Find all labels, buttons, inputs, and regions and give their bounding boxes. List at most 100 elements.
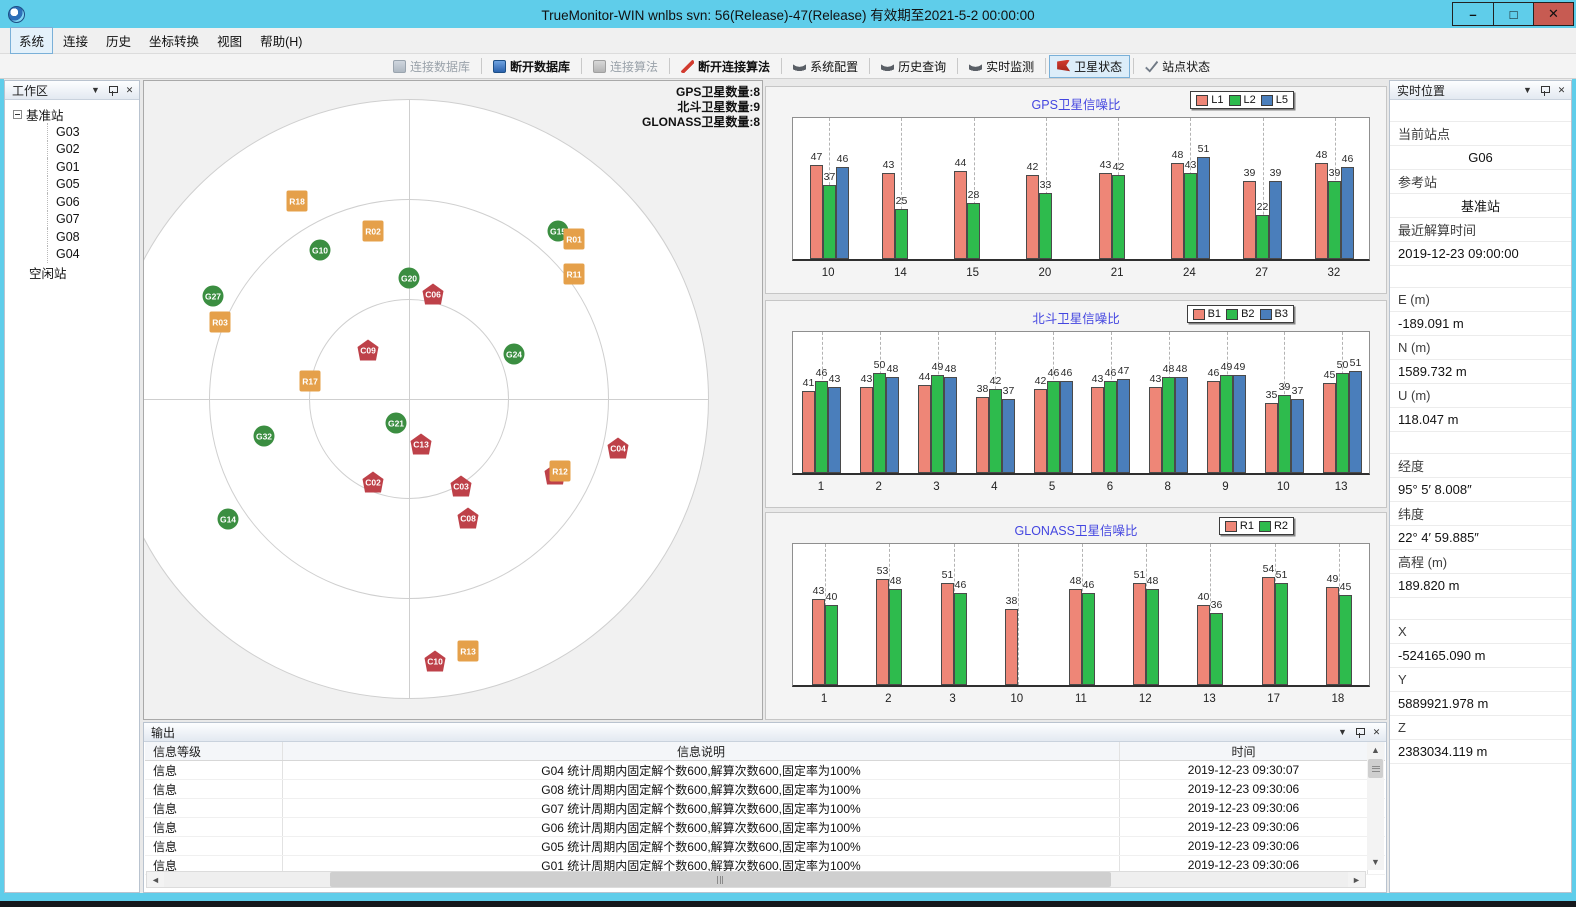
satellite-marker-c02[interactable]: C02 — [362, 471, 384, 493]
satellite-marker-r02[interactable]: R02 — [362, 220, 384, 242]
bar-B2-2[interactable] — [873, 373, 886, 473]
toolbar-button-9[interactable]: 站点状态 — [1137, 55, 1218, 78]
bar-R1-2[interactable] — [876, 579, 889, 685]
tree-node-base-stations[interactable]: 基准站 — [13, 105, 135, 123]
tree-node-g04[interactable]: G04 — [13, 245, 135, 263]
bar-B1-2[interactable] — [860, 387, 873, 473]
menu-item-6[interactable]: 帮助(H) — [260, 35, 303, 49]
toolbar-button-8[interactable]: 卫星状态 — [1049, 54, 1131, 78]
menu-item-4[interactable]: 坐标转换 — [149, 35, 200, 49]
bar-B3-6[interactable] — [1117, 379, 1130, 473]
bar-L2-15[interactable] — [967, 203, 980, 259]
bar-B2-6[interactable] — [1104, 381, 1117, 473]
output-column-header-0[interactable]: 信息等级 — [145, 742, 283, 760]
tree-node-g02[interactable]: G02 — [13, 140, 135, 158]
tree-node-g06[interactable]: G06 — [13, 193, 135, 211]
scroll-right-icon[interactable]: ► — [1348, 872, 1365, 887]
chevron-down-icon[interactable]: ▼ — [1338, 727, 1347, 737]
bar-L2-14[interactable] — [895, 209, 908, 259]
satellite-marker-r11[interactable]: R11 — [563, 263, 585, 285]
toolbar-button-5[interactable]: 系统配置 — [785, 55, 866, 78]
toolbar-button-7[interactable]: 实时监测 — [961, 55, 1042, 78]
vertical-scroll-thumb[interactable] — [1368, 759, 1383, 778]
scroll-left-icon[interactable]: ◄ — [147, 872, 164, 887]
bar-B3-8[interactable] — [1175, 377, 1188, 473]
close-icon[interactable]: ✕ — [1557, 84, 1566, 95]
bar-R1-10[interactable] — [1005, 609, 1018, 685]
bar-B3-9[interactable] — [1233, 375, 1246, 473]
menu-item-3[interactable]: 历史 — [106, 35, 132, 49]
bar-R1-3[interactable] — [941, 583, 954, 685]
satellite-marker-g27[interactable]: G27 — [202, 285, 224, 307]
bar-L2-24[interactable] — [1184, 173, 1197, 259]
bar-B2-9[interactable] — [1220, 375, 1233, 473]
satellite-marker-g14[interactable]: G14 — [217, 508, 239, 530]
bar-L2-10[interactable] — [823, 185, 836, 259]
vertical-scrollbar[interactable]: ▲ ▼ — [1367, 742, 1384, 870]
close-button[interactable]: ✕ — [1533, 3, 1573, 25]
bar-R1-13[interactable] — [1197, 605, 1210, 685]
bar-L1-27[interactable] — [1243, 181, 1256, 259]
output-row-3[interactable]: 信息 G07 统计周期内固定解个数600,解算次数600,固定率为100% 2019… — [145, 799, 1385, 818]
bar-L1-10[interactable] — [810, 165, 823, 259]
chevron-down-icon[interactable]: ▼ — [91, 85, 100, 95]
tree-node-g03[interactable]: G03 — [13, 123, 135, 141]
toolbar-button-1[interactable]: 连接数据库 — [385, 55, 478, 78]
satellite-marker-c04[interactable]: C04 — [607, 437, 629, 459]
satellite-marker-g24[interactable]: G24 — [503, 343, 525, 365]
bar-B2-4[interactable] — [989, 389, 1002, 473]
bar-B3-4[interactable] — [1002, 399, 1015, 473]
bar-B1-9[interactable] — [1207, 381, 1220, 473]
toolbar-button-3[interactable]: 连接算法 — [585, 55, 666, 78]
tree-node-g08[interactable]: G08 — [13, 228, 135, 246]
satellite-marker-c10[interactable]: C10 — [424, 650, 446, 672]
bar-B1-6[interactable] — [1091, 387, 1104, 473]
menu-item-2[interactable]: 连接 — [63, 35, 89, 49]
output-row-4[interactable]: 信息 G06 统计周期内固定解个数600,解算次数600,固定率为100% 2019… — [145, 818, 1385, 837]
maximize-button[interactable]: □ — [1493, 3, 1533, 25]
bar-L5-32[interactable] — [1341, 167, 1354, 259]
satellite-marker-r03[interactable]: R03 — [209, 311, 231, 333]
bar-L2-20[interactable] — [1039, 193, 1052, 259]
bar-B2-3[interactable] — [931, 375, 944, 473]
toolbar-button-2[interactable]: 断开数据库 — [485, 55, 578, 78]
scroll-up-icon[interactable]: ▲ — [1367, 742, 1384, 758]
bar-B1-5[interactable] — [1034, 389, 1047, 473]
satellite-marker-g15[interactable]: G15 — [547, 220, 569, 242]
bar-R1-12[interactable] — [1133, 583, 1146, 685]
bar-R2-3[interactable] — [954, 593, 967, 685]
tree-node-g01[interactable]: G01 — [13, 158, 135, 176]
toolbar-button-6[interactable]: 历史查询 — [873, 55, 954, 78]
satellite-marker-c08[interactable]: C08 — [457, 507, 479, 529]
bar-R1-17[interactable] — [1262, 577, 1275, 685]
toolbar-button-4[interactable]: 断开连接算法 — [673, 55, 778, 78]
satellite-marker-g32[interactable]: G32 — [253, 425, 275, 447]
tree-node-g07[interactable]: G07 — [13, 210, 135, 228]
bar-B2-5[interactable] — [1047, 381, 1060, 473]
bar-B3-5[interactable] — [1060, 381, 1073, 473]
pin-icon[interactable] — [108, 85, 118, 96]
bar-B2-13[interactable] — [1336, 373, 1349, 473]
bar-R2-12[interactable] — [1146, 589, 1159, 685]
bar-L2-32[interactable] — [1328, 181, 1341, 259]
minimize-button[interactable]: – — [1453, 3, 1493, 25]
bar-B1-8[interactable] — [1149, 387, 1162, 473]
bar-L1-21[interactable] — [1099, 173, 1112, 259]
bar-B3-2[interactable] — [886, 377, 899, 473]
scroll-down-icon[interactable]: ▼ — [1367, 854, 1384, 870]
menu-item-5[interactable]: 视图 — [217, 35, 243, 49]
bar-B2-8[interactable] — [1162, 377, 1175, 473]
bar-L1-20[interactable] — [1026, 175, 1039, 259]
close-icon[interactable]: ✕ — [125, 84, 134, 95]
bar-B3-13[interactable] — [1349, 371, 1362, 473]
pin-icon[interactable] — [1355, 727, 1365, 738]
bar-R1-18[interactable] — [1326, 587, 1339, 685]
output-row-1[interactable]: 信息 G04 统计周期内固定解个数600,解算次数600,固定率为100% 2019… — [145, 761, 1385, 780]
bar-L5-24[interactable] — [1197, 157, 1210, 259]
output-row-2[interactable]: 信息 G08 统计周期内固定解个数600,解算次数600,固定率为100% 2019… — [145, 780, 1385, 799]
tree-node-idle-stations[interactable]: 空闲站 — [13, 263, 135, 281]
output-column-header-2[interactable]: 时间 — [1120, 742, 1368, 760]
bar-L2-27[interactable] — [1256, 215, 1269, 259]
bar-B1-13[interactable] — [1323, 383, 1336, 473]
satellite-marker-c03[interactable]: C03 — [450, 475, 472, 497]
